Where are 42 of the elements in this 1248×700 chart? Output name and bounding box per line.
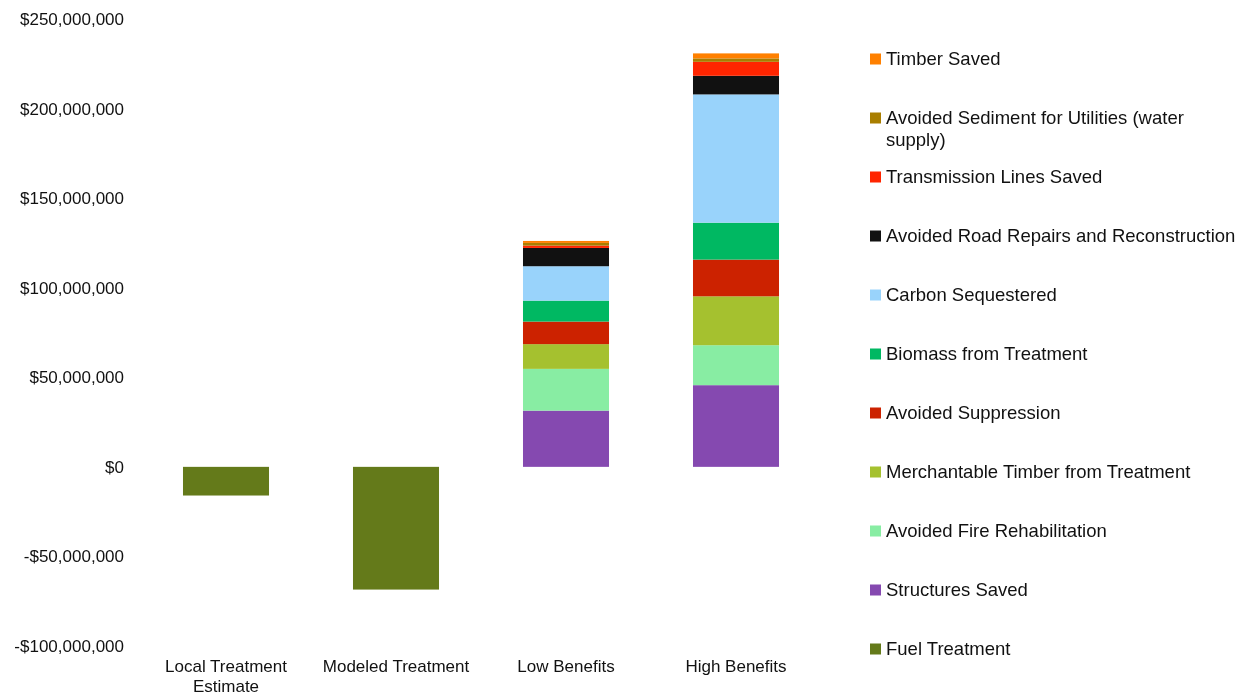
bar	[692, 296, 780, 346]
bar	[182, 466, 270, 496]
y-tick-label: $250,000,000	[20, 9, 124, 29]
legend-label: Avoided Suppression	[886, 402, 1061, 424]
y-tick-label: $50,000,000	[29, 368, 124, 388]
legend-label: Carbon Sequestered	[886, 284, 1057, 306]
legend-label: Avoided Road Repairs and Reconstruction	[886, 225, 1236, 247]
bar	[522, 300, 610, 322]
bar	[692, 61, 780, 76]
bar	[692, 222, 780, 260]
legend-label: Biomass from Treatment	[886, 343, 1088, 365]
bar	[522, 344, 610, 369]
legend-label: Avoided Fire Rehabilitation	[886, 520, 1107, 542]
bar	[522, 410, 610, 467]
bar	[522, 247, 610, 267]
bar	[692, 345, 780, 386]
bar	[692, 53, 780, 59]
y-tick-label: $150,000,000	[20, 189, 124, 209]
legend-label: Structures Saved	[886, 579, 1028, 601]
legend-label: Fuel Treatment	[886, 638, 1011, 660]
bar	[692, 94, 780, 223]
legend-label: Merchantable Timber from Treatment	[886, 461, 1191, 483]
bar	[522, 266, 610, 301]
y-tick-label: $0	[105, 457, 124, 477]
legend-label: Avoided Sediment for Utilities (water supply)	[886, 107, 1184, 151]
legend-label: Transmission Lines Saved	[886, 166, 1103, 188]
bar	[522, 321, 610, 345]
bar	[352, 466, 440, 590]
y-tick-label: $200,000,000	[20, 99, 124, 119]
bar	[692, 58, 780, 62]
x-tick-label: Modeled Treatment	[322, 657, 470, 677]
bar	[522, 368, 610, 411]
bar	[692, 259, 780, 297]
bar	[692, 75, 780, 95]
bar	[692, 385, 780, 467]
y-tick-label: $100,000,000	[20, 278, 124, 298]
x-tick-label: Low Benefits	[517, 657, 615, 677]
legend-label: Timber Saved	[886, 48, 1001, 70]
y-tick-label: -$100,000,000	[14, 636, 124, 656]
x-tick-label: High Benefits	[685, 657, 787, 677]
x-tick-label: Local Treatment Estimate	[165, 657, 288, 697]
y-tick-label: -$50,000,000	[23, 547, 124, 567]
